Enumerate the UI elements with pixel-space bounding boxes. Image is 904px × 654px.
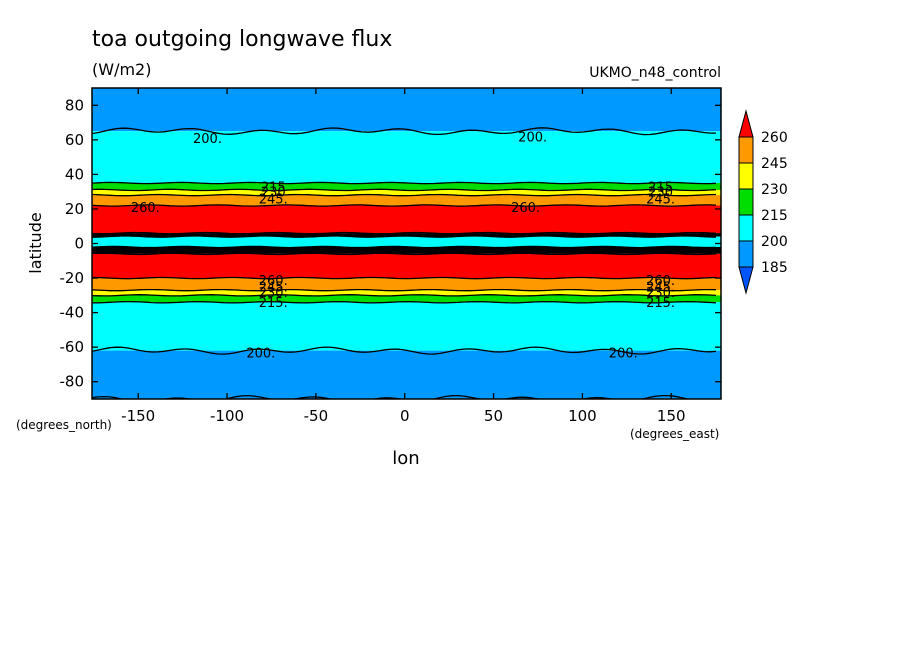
contour-label-16: 230. bbox=[646, 286, 675, 301]
lat-band-12 bbox=[92, 295, 721, 303]
contour-line-0 bbox=[92, 127, 716, 136]
contour-label-1: 200. bbox=[518, 130, 547, 145]
y-tick-label-8: -80 bbox=[60, 373, 85, 391]
y-axis: 80 60 40 20 0 -20 -40 -60 -80 bbox=[60, 96, 721, 391]
colorbar-bottom-arrow bbox=[738, 266, 754, 295]
contour-labels: 200. 200.260. 260.215230245.215230245.260.… bbox=[131, 130, 675, 361]
colorbar-box-0 bbox=[738, 136, 754, 164]
contour-line-13 bbox=[92, 346, 717, 355]
lat-band-11 bbox=[92, 290, 721, 296]
colorbar-label-2: 230 bbox=[761, 182, 788, 198]
y-axis-label: latitude bbox=[26, 212, 45, 273]
x-tick-label-3: 0 bbox=[400, 407, 410, 425]
lat-band-4 bbox=[92, 195, 721, 206]
y-axis-units: (degrees_north) bbox=[16, 418, 112, 432]
contour-line-7 bbox=[92, 245, 717, 249]
y-tick-label-4: 0 bbox=[74, 235, 84, 253]
contour-label-17: 215. bbox=[646, 296, 675, 311]
x-tick-label-6: 150 bbox=[657, 407, 686, 425]
y-tick-label-6: -40 bbox=[60, 304, 85, 322]
contour-line-2 bbox=[92, 188, 717, 192]
contour-line-10 bbox=[92, 288, 717, 292]
x-axis: -150 -100 -50 0 50 100 150 bbox=[121, 88, 686, 425]
contour-label-7: 215 bbox=[648, 180, 673, 195]
lat-band-1 bbox=[92, 131, 721, 184]
colorbar-top-arrow bbox=[738, 109, 754, 138]
x-axis-units: (degrees_east) bbox=[630, 427, 719, 441]
colorbar-label-5: 185 bbox=[761, 260, 788, 276]
colorbar-box-1 bbox=[738, 162, 754, 190]
lat-band-8 bbox=[92, 246, 721, 254]
chart-units: (W/m2) bbox=[92, 60, 151, 79]
contour-line-5 bbox=[92, 231, 717, 235]
colorbar-box-3 bbox=[738, 214, 754, 242]
y-tick-label-5: -20 bbox=[60, 269, 85, 287]
chart-title: toa outgoing longwave flux bbox=[92, 27, 392, 52]
lat-band-7 bbox=[92, 236, 721, 247]
lat-band-5 bbox=[92, 205, 721, 234]
x-tick-label-0: -150 bbox=[121, 407, 155, 425]
colorbar-label-0: 260 bbox=[761, 130, 788, 146]
contour-label-9: 245. bbox=[646, 193, 675, 208]
x-axis-label: lon bbox=[392, 448, 419, 469]
y-tick-label-7: -60 bbox=[60, 338, 85, 356]
lat-band-14 bbox=[92, 350, 721, 399]
contour-label-0: 200. bbox=[193, 132, 222, 147]
contour-label-4: 215 bbox=[261, 180, 286, 195]
colorbar-box-4 bbox=[738, 240, 754, 268]
contour-label-6: 245. bbox=[259, 193, 288, 208]
contour-label-18: 200. bbox=[246, 346, 275, 361]
contour-line-4 bbox=[92, 204, 717, 207]
y-tick-label-1: 60 bbox=[65, 131, 84, 149]
contour-label-19: 200. bbox=[609, 346, 638, 361]
lat-band-2 bbox=[92, 183, 721, 190]
contour-label-3: 260. bbox=[511, 201, 540, 216]
contour-line-12 bbox=[92, 300, 717, 304]
plot-area: 200. 200.260. 260.215230245.215230245.260.… bbox=[92, 88, 721, 399]
lat-band-13 bbox=[92, 302, 721, 351]
contour-label-2: 260. bbox=[131, 201, 160, 216]
colorbar-label-1: 245 bbox=[761, 156, 788, 172]
colorbar-box-2 bbox=[738, 188, 754, 216]
lat-band-10 bbox=[92, 278, 721, 291]
colorbar: 260 245 230 215 200 185 bbox=[738, 109, 788, 295]
contour-label-15: 245. bbox=[646, 281, 675, 296]
x-tick-label-4: 50 bbox=[484, 407, 503, 425]
x-tick-label-1: -100 bbox=[210, 407, 244, 425]
contour-label-10: 260. bbox=[259, 274, 288, 289]
contour-line-1 bbox=[92, 181, 717, 185]
contour-line-3 bbox=[92, 193, 717, 197]
y-tick-label-2: 40 bbox=[65, 165, 84, 183]
x-tick-label-5: 100 bbox=[568, 407, 597, 425]
latitude-bands bbox=[92, 88, 721, 399]
y-tick-label-0: 80 bbox=[65, 96, 84, 114]
contour-line-6 bbox=[92, 235, 717, 238]
contour-label-11: 245. bbox=[259, 281, 288, 296]
contour-label-14: 260. bbox=[646, 274, 675, 289]
y-tick-label-3: 20 bbox=[65, 200, 84, 218]
x-tick-label-2: -50 bbox=[304, 407, 329, 425]
contour-label-12: 230. bbox=[259, 286, 288, 301]
contour-label-8: 230 bbox=[648, 186, 673, 201]
contour-label-5: 230 bbox=[261, 186, 286, 201]
colorbar-label-3: 215 bbox=[761, 208, 788, 224]
lat-band-0 bbox=[92, 88, 721, 132]
lat-band-6 bbox=[92, 233, 721, 237]
contour-lines bbox=[92, 127, 717, 399]
lat-band-9 bbox=[92, 253, 721, 279]
contour-line-11 bbox=[92, 294, 717, 297]
contour-line-9 bbox=[92, 276, 717, 280]
source-label: UKMO_n48_control bbox=[589, 65, 721, 81]
lat-band-3 bbox=[92, 189, 721, 196]
contour-label-13: 215. bbox=[259, 296, 288, 311]
contour-line-8 bbox=[92, 252, 717, 256]
colorbar-label-4: 200 bbox=[761, 234, 788, 250]
